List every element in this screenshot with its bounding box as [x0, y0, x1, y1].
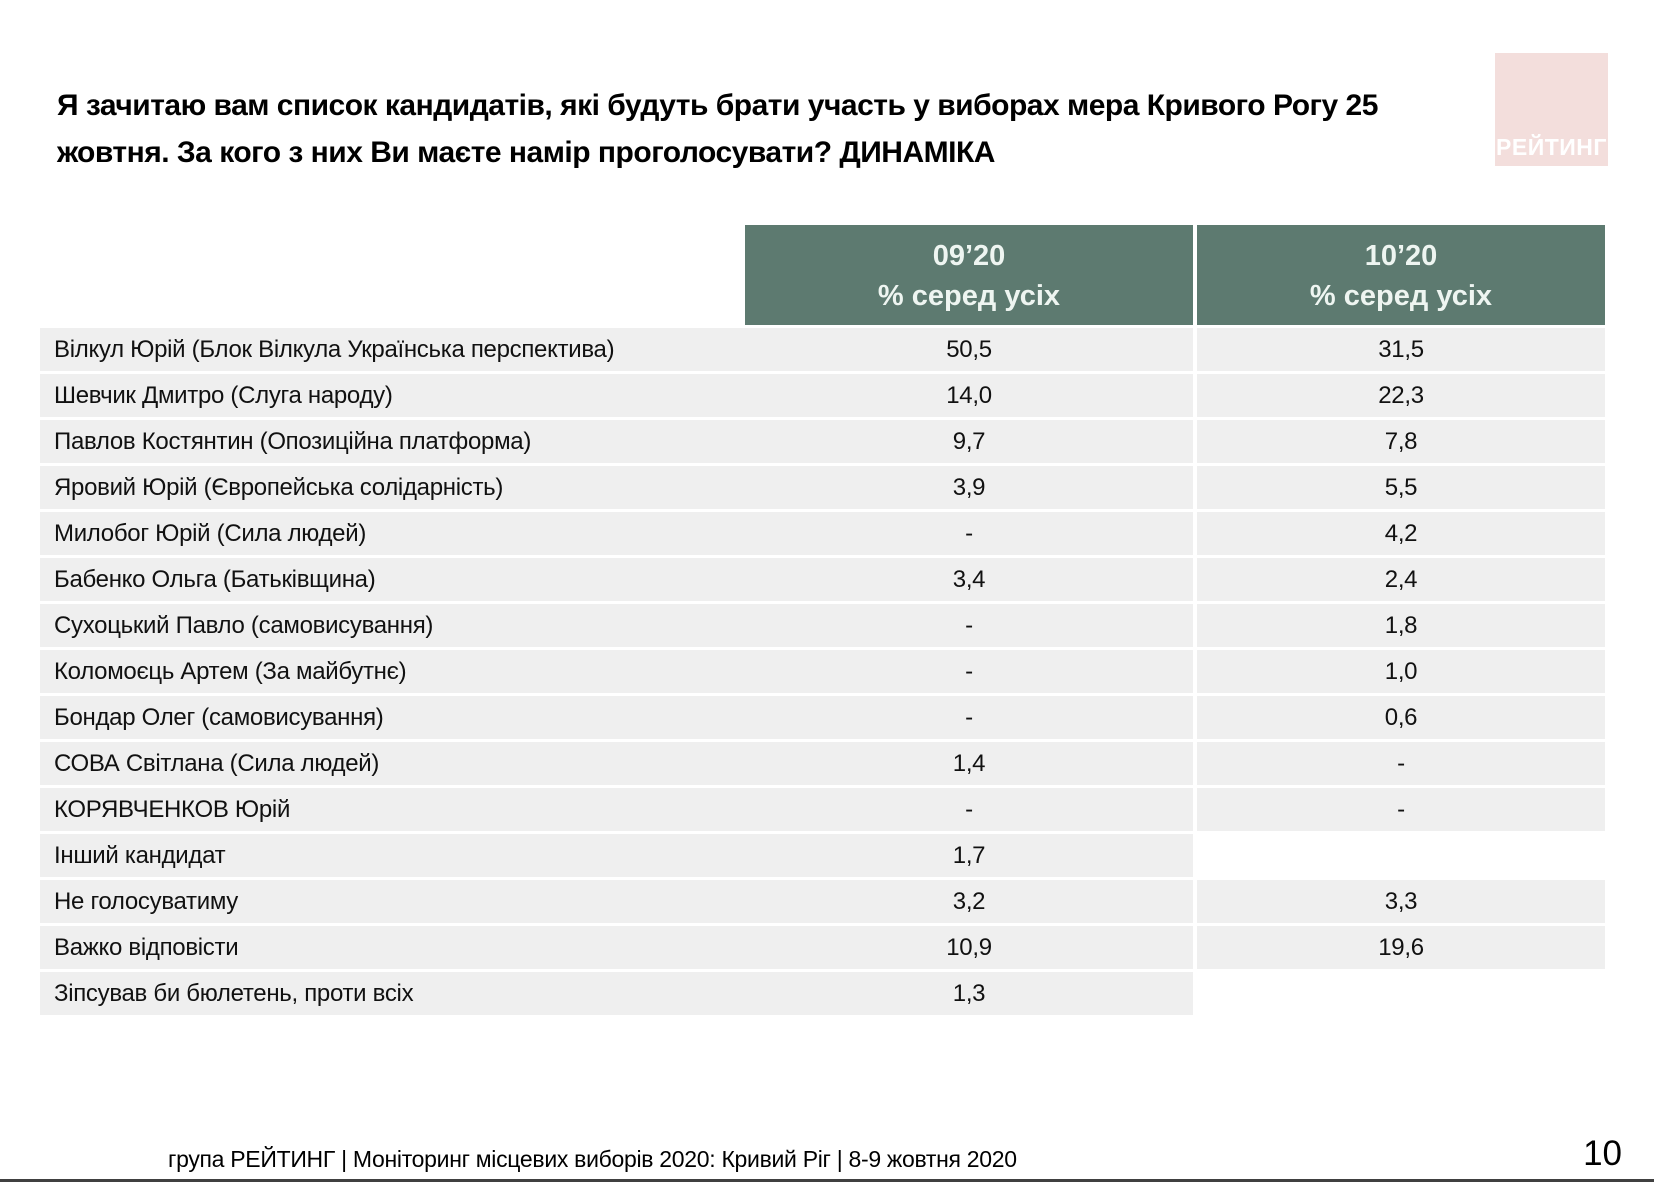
- value-cell-1020: 2,4: [1193, 558, 1605, 601]
- value-cell-0920: 3,2: [745, 880, 1193, 923]
- table-row: Коломоєць Артем (За майбутнє) -1,0: [40, 650, 1605, 693]
- table-row: Яровий Юрій (Європейська солідарність) 3,…: [40, 466, 1605, 509]
- value-cell-0920: 9,7: [745, 420, 1193, 463]
- candidate-name-cell: Бабенко Ольга (Батьківщина): [40, 558, 745, 601]
- value-cell-1020: 0,6: [1193, 696, 1605, 739]
- rating-group-logo: РЕЙТИНГ: [1495, 53, 1608, 166]
- candidate-name-cell: Не голосуватиму: [40, 880, 745, 923]
- table-row: Сухоцький Павло (самовисування) -1,8: [40, 604, 1605, 647]
- value-cell-1020: 1,0: [1193, 650, 1605, 693]
- table-row: Бондар Олег (самовисування) -0,6: [40, 696, 1605, 739]
- candidate-name-cell: Інший кандидат: [40, 834, 745, 877]
- value-cell-1020: -: [1193, 788, 1605, 831]
- value-cell-0920: -: [745, 604, 1193, 647]
- header-col-1020: 10’20 % серед усіх: [1193, 225, 1605, 325]
- header-col-0920: 09’20 % серед усіх: [745, 225, 1193, 325]
- page-number: 10: [1583, 1134, 1622, 1173]
- candidate-name-cell: СОВА Світлана (Сила людей): [40, 742, 745, 785]
- candidate-name-cell: Сухоцький Павло (самовисування): [40, 604, 745, 647]
- table-header: 09’20 % серед усіх 10’20 % серед усіх: [40, 225, 1605, 325]
- value-cell-1020: 31,5: [1193, 328, 1605, 371]
- table-row: СОВА Світлана (Сила людей) 1,4-: [40, 742, 1605, 785]
- table-row: Інший кандидат 1,7: [40, 834, 1605, 877]
- value-cell-1020: -: [1193, 742, 1605, 785]
- candidate-name-cell: Яровий Юрій (Європейська солідарність): [40, 466, 745, 509]
- header-spacer: [40, 225, 745, 325]
- value-cell-0920: -: [745, 696, 1193, 739]
- value-cell-0920: 1,3: [745, 972, 1193, 1015]
- header-period-1020: 10’20: [1364, 240, 1438, 272]
- value-cell-0920: -: [745, 512, 1193, 555]
- value-cell-0920: -: [745, 788, 1193, 831]
- header-period-0920: 09’20: [932, 240, 1006, 272]
- value-cell-1020: 19,6: [1193, 926, 1605, 969]
- table-row: Важко відповісти 10,9 19,6: [40, 926, 1605, 969]
- table-row: Не голосуватиму 3,2 3,3: [40, 880, 1605, 923]
- table-row: Вілкул Юрій (Блок Вілкула Українська пер…: [40, 328, 1605, 371]
- value-cell-0920: -: [745, 650, 1193, 693]
- table-row: Милобог Юрій (Сила людей) -4,2: [40, 512, 1605, 555]
- value-cell-1020: [1193, 972, 1605, 1015]
- candidate-name-cell: Шевчик Дмитро (Слуга народу): [40, 374, 745, 417]
- candidate-name-cell: Зіпсував би бюлетень, проти всіх: [40, 972, 745, 1015]
- value-cell-1020: 7,8: [1193, 420, 1605, 463]
- page-title: Я зачитаю вам список кандидатів, які буд…: [57, 89, 1378, 169]
- header-label-0920: % серед усіх: [877, 280, 1061, 312]
- table-row: КОРЯВЧЕНКОВ Юрій - -: [40, 788, 1605, 831]
- candidate-name-cell: КОРЯВЧЕНКОВ Юрій: [40, 788, 745, 831]
- value-cell-0920: 10,9: [745, 926, 1193, 969]
- candidate-name-cell: Коломоєць Артем (За майбутнє): [40, 650, 745, 693]
- results-table: 09’20 % серед усіх 10’20 % серед усіх Ві…: [40, 225, 1605, 1018]
- results-table-body: Вілкул Юрій (Блок Вілкула Українська пер…: [40, 328, 1605, 1015]
- value-cell-1020: [1193, 834, 1605, 877]
- table-row: Павлов Костянтин (Опозиційна платформа) 9…: [40, 420, 1605, 463]
- bottom-border: [0, 1179, 1654, 1182]
- value-cell-0920: 50,5: [745, 328, 1193, 371]
- candidate-name-cell: Милобог Юрій (Сила людей): [40, 512, 745, 555]
- candidate-name-cell: Павлов Костянтин (Опозиційна платформа): [40, 420, 745, 463]
- value-cell-1020: 4,2: [1193, 512, 1605, 555]
- value-cell-0920: 3,4: [745, 558, 1193, 601]
- logo-label: РЕЙТИНГ: [1496, 134, 1607, 160]
- footer-text: група РЕЙТИНГ | Моніторинг місцевих вибо…: [168, 1146, 1017, 1172]
- value-cell-0920: 3,9: [745, 466, 1193, 509]
- value-cell-1020: 3,3: [1193, 880, 1605, 923]
- table-row: Шевчик Дмитро (Слуга народу) 14,0 22,3: [40, 374, 1605, 417]
- table-row: Бабенко Ольга (Батьківщина) 3,4 2,4: [40, 558, 1605, 601]
- header-label-1020: % серед усіх: [1309, 280, 1493, 312]
- value-cell-1020: 1,8: [1193, 604, 1605, 647]
- value-cell-0920: 14,0: [745, 374, 1193, 417]
- value-cell-0920: 1,4: [745, 742, 1193, 785]
- value-cell-1020: 22,3: [1193, 374, 1605, 417]
- value-cell-0920: 1,7: [745, 834, 1193, 877]
- candidate-name-cell: Бондар Олег (самовисування): [40, 696, 745, 739]
- value-cell-1020: 5,5: [1193, 466, 1605, 509]
- candidate-name-cell: Вілкул Юрій (Блок Вілкула Українська пер…: [40, 328, 745, 371]
- table-row: Зіпсував би бюлетень, проти всіх 1,3: [40, 972, 1605, 1015]
- candidate-name-cell: Важко відповісти: [40, 926, 745, 969]
